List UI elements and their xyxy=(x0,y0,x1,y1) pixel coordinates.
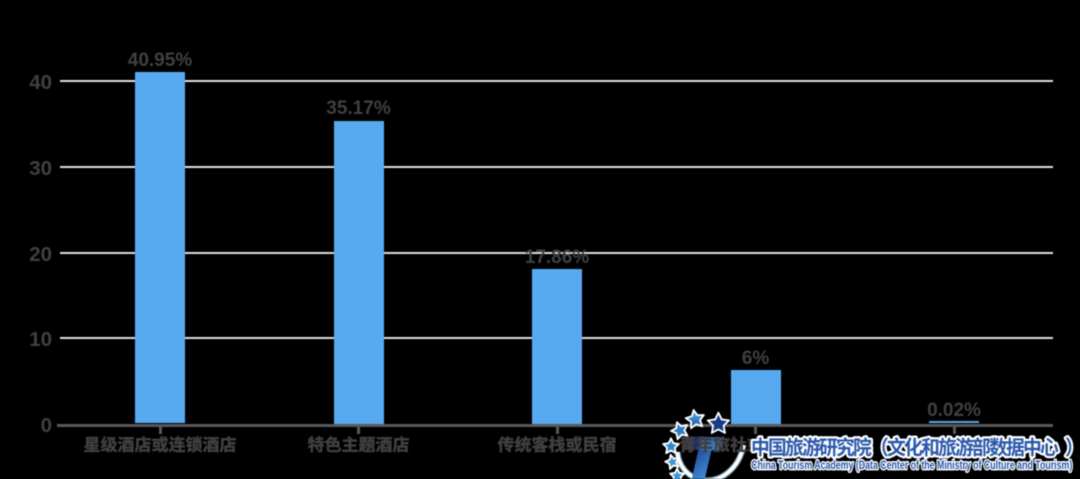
svg-text:China Tourism Academy (Data Ce: China Tourism Academy (Data Center of th… xyxy=(751,459,1072,473)
